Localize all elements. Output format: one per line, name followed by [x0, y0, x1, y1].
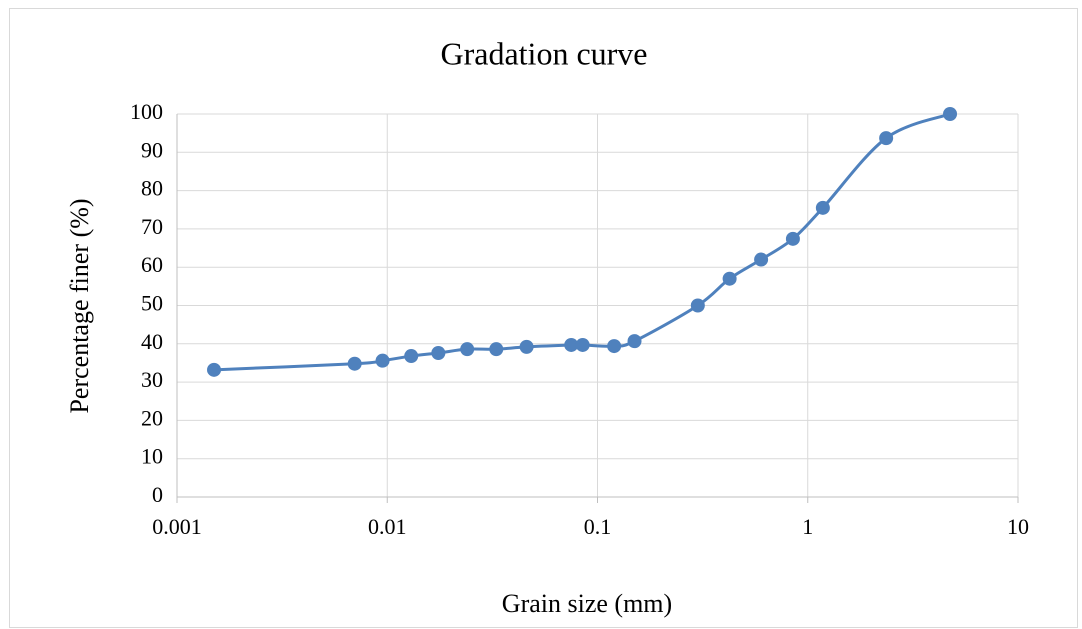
- data-point: [564, 337, 579, 352]
- data-point: [722, 271, 737, 286]
- x-tick-label: 10: [1007, 514, 1029, 539]
- y-tick-label: 50: [141, 291, 163, 316]
- chart-title: Gradation curve: [440, 35, 647, 71]
- data-point: [575, 337, 590, 352]
- data-point: [785, 231, 800, 246]
- data-point: [815, 200, 830, 215]
- data-point: [519, 339, 534, 354]
- y-tick-label: 70: [141, 214, 163, 239]
- y-axis-label: Percentage finer (%): [65, 198, 94, 413]
- y-tick-label: 0: [152, 482, 163, 507]
- y-tick-label: 30: [141, 367, 163, 392]
- data-point: [404, 349, 419, 364]
- x-tick-label: 0.001: [152, 514, 202, 539]
- data-point: [943, 107, 958, 121]
- y-tick-label: 10: [141, 444, 163, 469]
- y-tick-label: 80: [141, 176, 163, 201]
- chart-border: [9, 8, 1078, 628]
- y-tick-label: 90: [141, 137, 163, 162]
- y-tick-label: 40: [141, 329, 163, 354]
- x-tick-label: 1: [802, 514, 813, 539]
- y-tick-label: 20: [141, 405, 163, 430]
- data-point: [347, 356, 362, 371]
- data-point: [690, 298, 705, 313]
- data-point: [607, 339, 622, 354]
- data-point: [207, 362, 222, 377]
- x-tick-label: 0.01: [368, 514, 407, 539]
- data-point: [489, 342, 504, 357]
- x-axis-label: Grain size (mm): [502, 589, 672, 618]
- y-tick-label: 60: [141, 252, 163, 277]
- data-point: [460, 342, 475, 357]
- data-point: [375, 353, 390, 368]
- data-point: [431, 345, 446, 360]
- x-tick-label: 0.1: [584, 514, 612, 539]
- data-point: [627, 334, 642, 349]
- data-point: [879, 131, 894, 146]
- data-point: [754, 252, 769, 267]
- y-tick-label: 100: [130, 99, 163, 124]
